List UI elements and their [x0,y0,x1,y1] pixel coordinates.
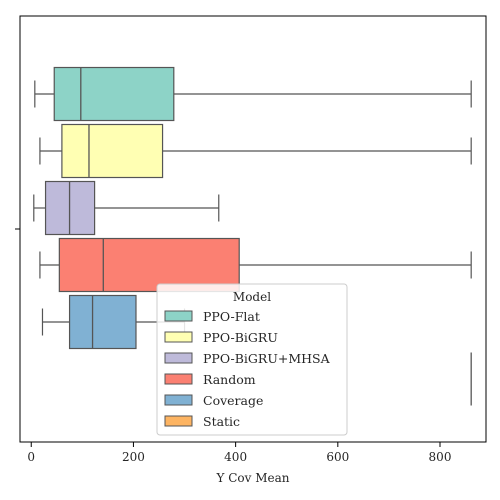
axes-layer: 0 200 400 600 800 [15,15,487,464]
box-ppo-flat [34,66,472,122]
legend-swatch [164,394,193,406]
box-coverage [41,294,186,350]
box-iqr [61,123,164,179]
box-ppo-bigru [39,123,472,179]
legend-entry-label: Coverage [203,393,263,408]
legend-swatch [164,415,193,427]
legend-entry-label: Static [203,414,240,429]
box-ppo-bigru-mhsa [33,180,220,236]
legend-swatch [164,331,193,343]
x-axis-label: Y Cov Mean [215,471,289,485]
legend: Model PPO-Flat PPO-BiGRU PPO-BiGRU+MHSA Rand… [156,283,348,436]
legend-title: Model [233,290,271,304]
x-tick-label: 600 [326,450,349,464]
x-tick-label: 200 [122,450,145,464]
legend-swatch [164,373,193,385]
legend-frame [156,283,348,436]
legend-swatch [164,310,193,322]
box-iqr [68,294,137,350]
legend-entry-label: Random [203,372,256,387]
x-tick-label: 800 [429,450,452,464]
box-iqr [53,66,175,122]
x-tick-label: 400 [224,450,247,464]
legend-entry-label: PPO-BiGRU+MHSA [203,351,331,366]
boxes-layer [33,66,472,406]
legend-entry-label: PPO-BiGRU [203,330,278,345]
x-tick-label: 0 [27,450,35,464]
legend-swatch [164,352,193,364]
legend-entry-label: PPO-Flat [203,309,260,324]
box-iqr [58,237,240,293]
box-random [39,237,472,293]
